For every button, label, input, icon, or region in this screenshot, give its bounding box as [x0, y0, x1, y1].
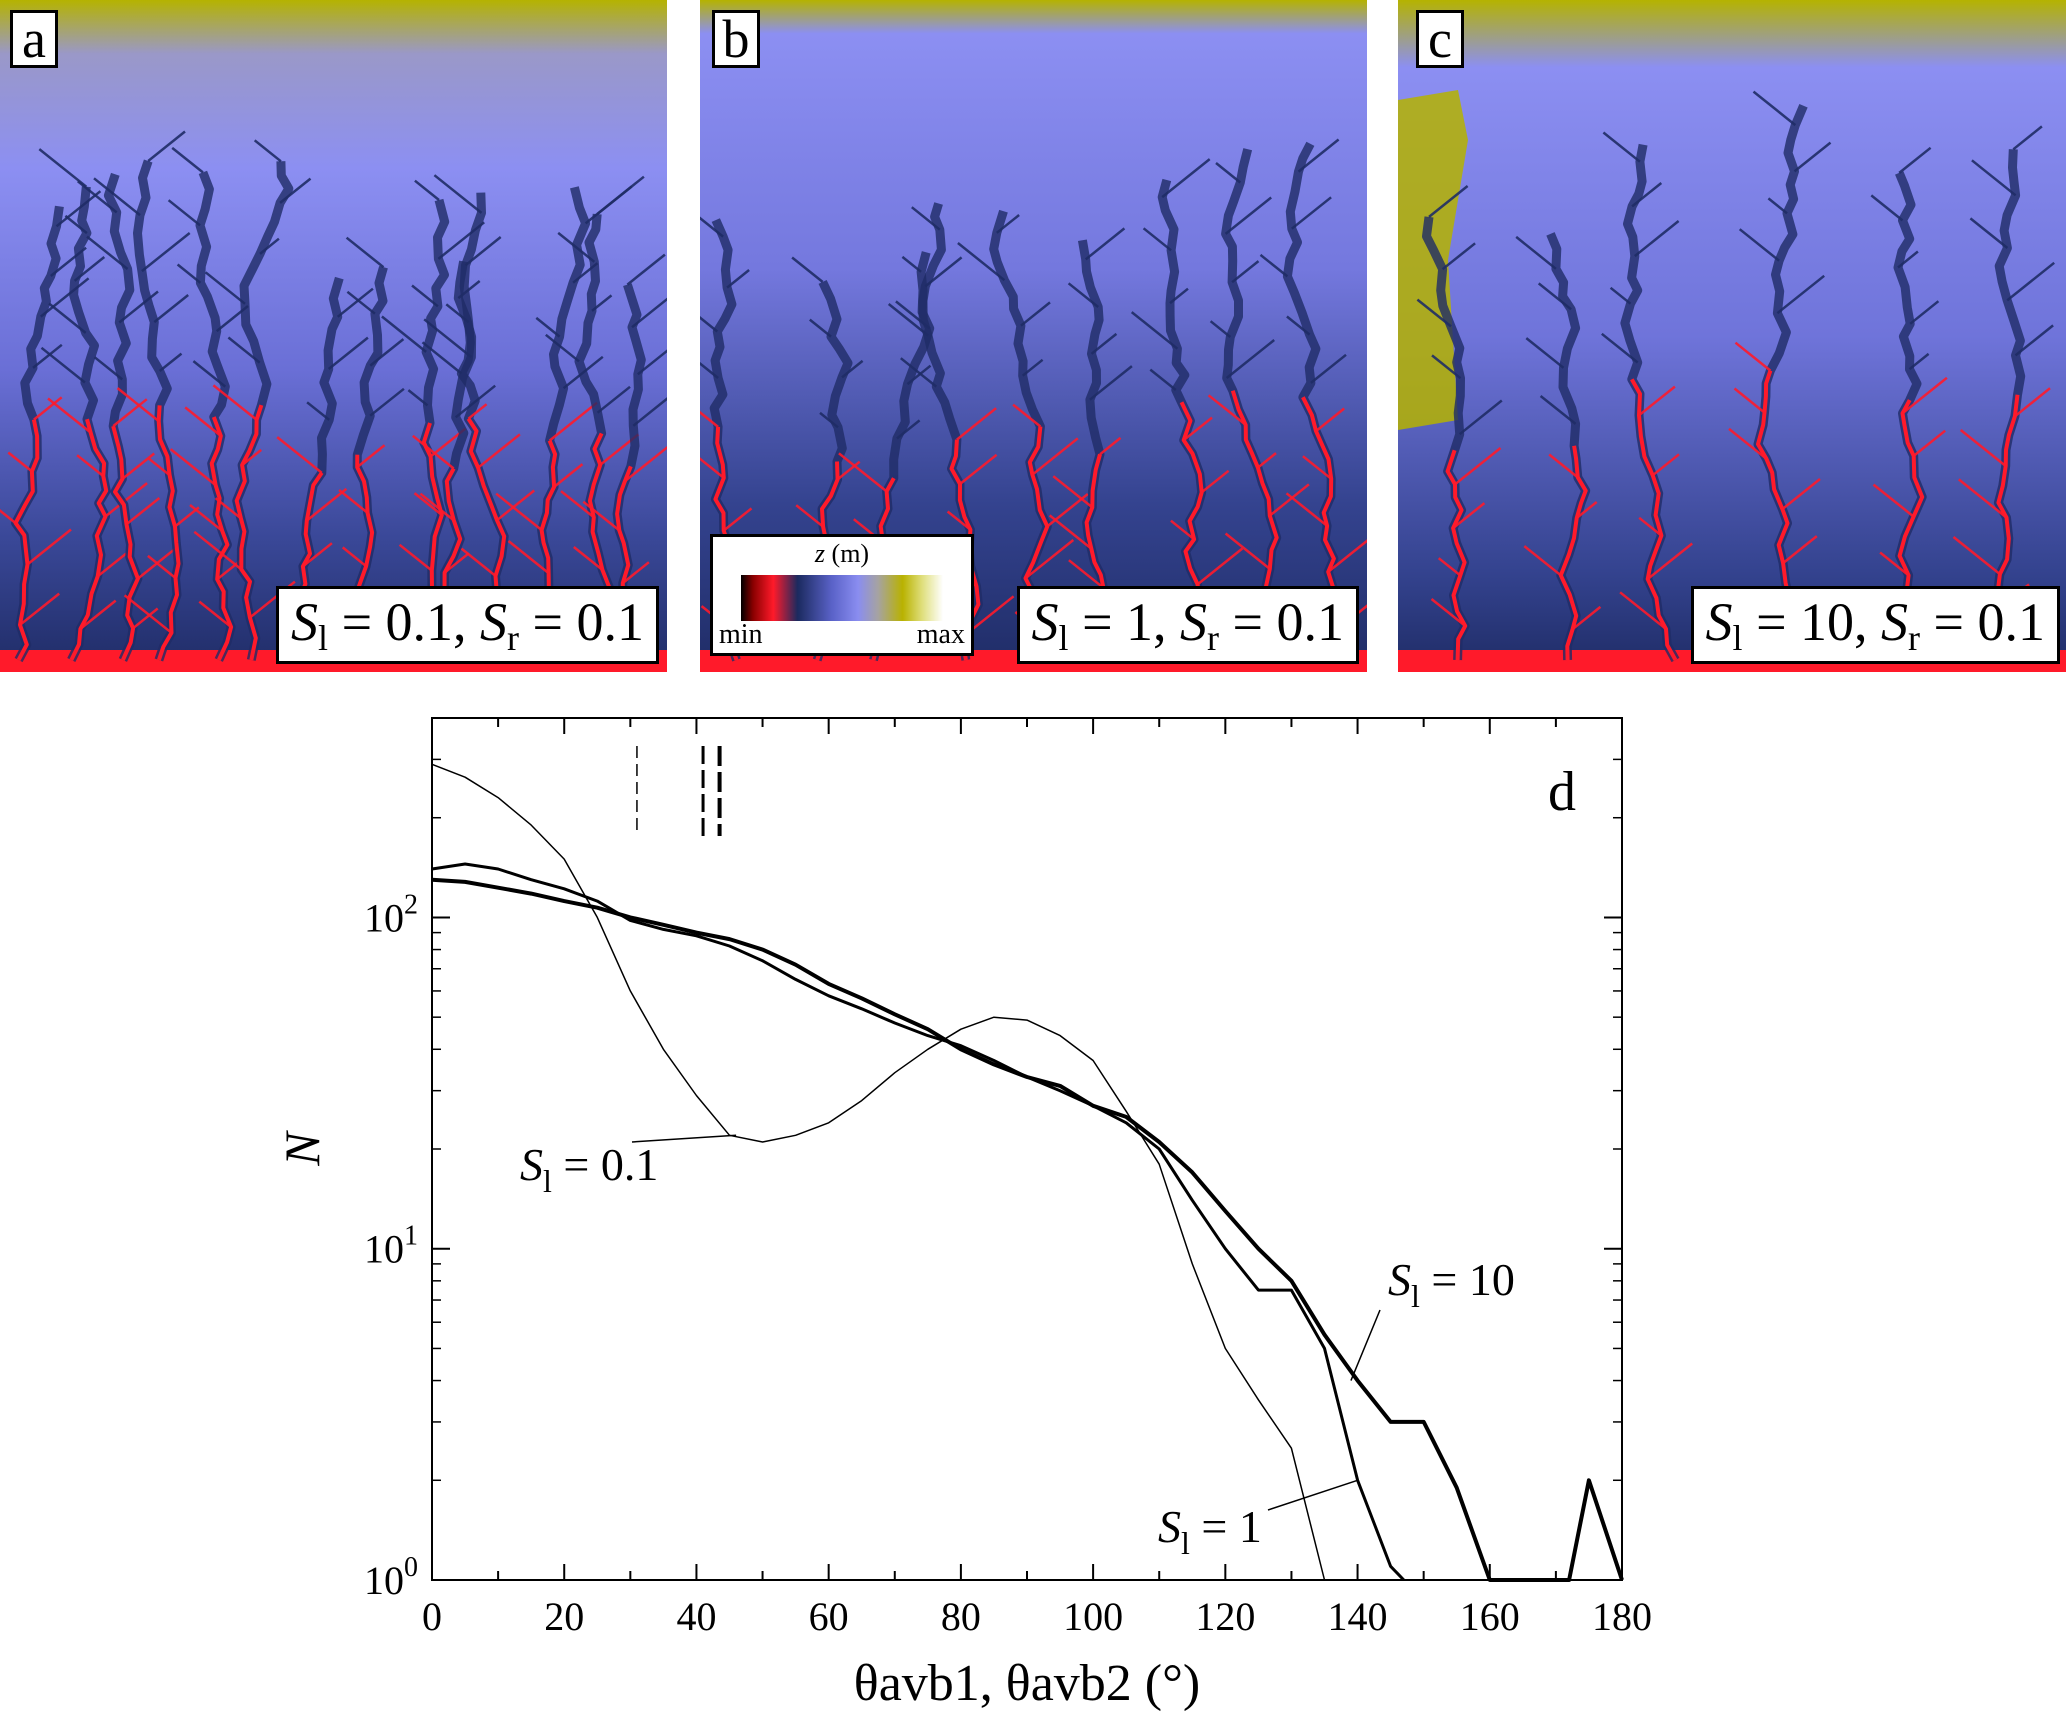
y-tick-label: 100 [364, 1552, 418, 1603]
series-line [431, 877, 1624, 1582]
x-tick-label: 100 [1063, 1594, 1123, 1639]
x-tick-label: 40 [676, 1594, 716, 1639]
drainage-map-c [1398, 0, 2066, 672]
parameter-label-c: Sl = 10, Sr = 0.1 [1690, 586, 2060, 664]
parameter-label-b: Sl = 1, Sr = 0.1 [1016, 586, 1359, 664]
x-tick-label: 0 [422, 1594, 442, 1639]
channels-c [1416, 90, 2055, 663]
panel-a: a Sl = 0.1, Sr = 0.1 [0, 0, 667, 672]
panel-label-b: b [712, 10, 760, 68]
x-tick-label: 140 [1328, 1594, 1388, 1639]
y-tick-label: 102 [364, 889, 418, 940]
x-tick-label: 160 [1460, 1594, 1520, 1639]
x-tick-label: 80 [941, 1594, 981, 1639]
elevation-colorbar: z (m) min max [710, 534, 974, 656]
panel-label-d: d [1548, 761, 1576, 823]
y-axis-label: N [274, 1130, 330, 1167]
series-line [431, 862, 1405, 1582]
angle-distribution-chart: 0 20 40 60 80 100 120 140 160 180 100 101 102 Sl = 0.… [274, 717, 1652, 1712]
x-tick-label: 180 [1592, 1594, 1652, 1639]
colorbar-title: z (m) [814, 539, 870, 568]
colorbar-max-label: max [916, 619, 965, 650]
x-tick-label: 60 [809, 1594, 849, 1639]
x-tick-label: 120 [1195, 1594, 1255, 1639]
series-label-leader [1350, 1309, 1381, 1381]
y-tick-label: 101 [364, 1221, 418, 1272]
series-label-leader [1267, 1479, 1358, 1511]
parameter-label-a: Sl = 0.1, Sr = 0.1 [276, 586, 659, 664]
series-label: Sl = 1 [1158, 1501, 1262, 1561]
panel-c: c Sl = 10, Sr = 0.1 [1398, 0, 2066, 672]
panel-label-c: c [1416, 10, 1464, 68]
panel-label-a: a [10, 10, 58, 68]
series-label: Sl = 0.1 [520, 1139, 658, 1199]
drainage-map-a [0, 0, 667, 672]
colorbar-min-label: min [719, 619, 763, 650]
series-label-leader [631, 1134, 737, 1143]
x-tick-label: 20 [544, 1594, 584, 1639]
colorbar-gradient [741, 575, 943, 621]
x-axis-label: θavb1, θavb2 (°) [854, 1655, 1200, 1712]
terrain-c [1398, 0, 2066, 672]
series-label: Sl = 10 [1388, 1254, 1515, 1314]
series-line [431, 763, 1326, 1581]
